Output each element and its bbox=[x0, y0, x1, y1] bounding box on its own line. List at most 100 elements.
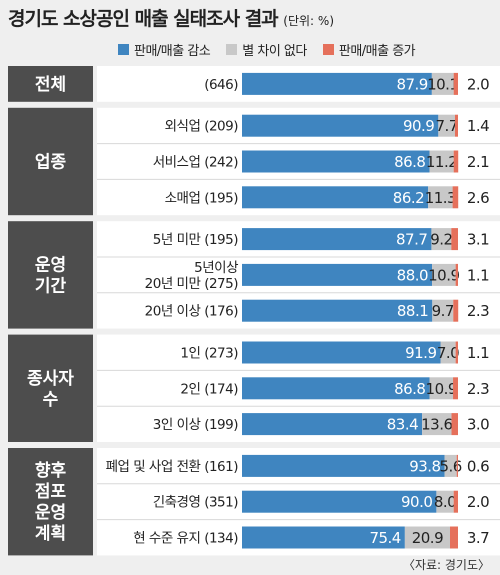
value-label-decrease: 87.7 bbox=[396, 231, 427, 249]
value-label-no-change: 9.2 bbox=[430, 231, 452, 249]
legend-swatch-increase bbox=[322, 44, 334, 55]
value-label-increase: 1.4 bbox=[467, 117, 489, 135]
row-label: 3인 이상 (199) bbox=[153, 417, 238, 433]
value-label-increase: 2.3 bbox=[467, 380, 489, 398]
value-label-decrease: 86.2 bbox=[393, 189, 424, 207]
value-label-no-change: 7.7 bbox=[435, 117, 457, 135]
value-label-no-change: 9.7 bbox=[432, 302, 454, 320]
group-panel-3 bbox=[8, 334, 93, 442]
unit-label: (단위: %) bbox=[283, 14, 335, 28]
value-label-decrease: 86.8 bbox=[394, 153, 425, 171]
value-label-increase: 2.0 bbox=[467, 75, 489, 93]
bar-increase bbox=[455, 341, 458, 364]
bar-increase bbox=[453, 72, 458, 95]
group-label: 점포 bbox=[35, 482, 67, 502]
value-label-decrease: 83.4 bbox=[387, 416, 418, 434]
value-label-increase: 2.0 bbox=[467, 493, 489, 511]
title-text: 경기도 소상공인 매출 실태조사 결과 bbox=[8, 8, 279, 30]
bar-decrease bbox=[242, 490, 437, 513]
source-note: 〈자료: 경기도〉 bbox=[402, 558, 490, 572]
bar-no-change bbox=[436, 490, 454, 513]
group-label: 향후 bbox=[35, 460, 67, 481]
value-label-no-change: 10.9 bbox=[426, 380, 457, 398]
legend-label-increase: 판매/매출 증가 bbox=[338, 44, 416, 59]
row-label: 2인 (174) bbox=[180, 381, 238, 397]
value-label-increase: 2.1 bbox=[467, 153, 489, 171]
value-label-decrease: 75.4 bbox=[369, 529, 400, 547]
value-label-no-change: 13.6 bbox=[421, 416, 452, 434]
bar-no-change bbox=[432, 263, 456, 286]
value-label-no-change: 5.6 bbox=[439, 457, 461, 475]
value-label-no-change: 10.1 bbox=[427, 75, 458, 93]
bar-decrease bbox=[242, 454, 445, 477]
group-label: 기간 bbox=[35, 276, 67, 296]
legend-label-no-change: 별 차이 없다 bbox=[242, 44, 307, 59]
bar-increase bbox=[455, 263, 458, 286]
value-label-decrease: 90.0 bbox=[401, 493, 432, 511]
bar-increase bbox=[451, 413, 458, 436]
value-label-no-change: 10.9 bbox=[428, 266, 459, 284]
bar-increase bbox=[453, 299, 459, 322]
row-label: 현 수준 유지 (134) bbox=[133, 531, 238, 547]
bar-decrease bbox=[242, 72, 432, 95]
value-label-decrease: 91.9 bbox=[405, 344, 436, 362]
value-label-no-change: 20.9 bbox=[412, 529, 443, 547]
legend: 판매/매출 감소 별 차이 없다 판매/매출 증가 bbox=[118, 40, 500, 59]
bar-no-change bbox=[431, 72, 454, 95]
legend-label-decrease: 판매/매출 감소 bbox=[134, 44, 211, 59]
value-label-decrease: 87.9 bbox=[396, 75, 427, 93]
group-label: 업종 bbox=[35, 153, 67, 173]
row-label: 서비스업 (242) bbox=[153, 155, 239, 171]
legend-swatch-no-change bbox=[226, 44, 238, 55]
bar-increase bbox=[452, 186, 459, 209]
bar-increase bbox=[456, 454, 458, 477]
legend-item-decrease: 판매/매출 감소 bbox=[118, 40, 211, 59]
bar-no-change bbox=[429, 377, 454, 400]
row-label: 소매업 (195) bbox=[165, 190, 239, 206]
legend-item-increase: 판매/매출 증가 bbox=[322, 40, 416, 59]
row-label: (646) bbox=[204, 77, 238, 93]
bar-no-change bbox=[432, 299, 454, 322]
value-label-no-change: 11.3 bbox=[425, 189, 456, 207]
bar-no-change bbox=[422, 413, 452, 436]
group-label: 운영 bbox=[35, 255, 66, 275]
group-label: 운영 bbox=[35, 503, 66, 523]
value-label-increase: 2.6 bbox=[467, 189, 489, 207]
value-label-increase: 1.1 bbox=[467, 344, 489, 362]
group-label: 전체 bbox=[35, 75, 66, 95]
group-label: 계획 bbox=[35, 524, 66, 544]
bar-increase bbox=[453, 377, 458, 400]
bar-decrease bbox=[242, 228, 432, 251]
bar-no-change bbox=[428, 186, 453, 209]
row-label: 20년 미만 (275) bbox=[145, 276, 239, 292]
bar-decrease bbox=[242, 413, 423, 436]
row-label: 20년 이상 (176) bbox=[145, 304, 239, 320]
bar-increase bbox=[450, 526, 458, 549]
group-label: 수 bbox=[43, 390, 59, 410]
bar-increase bbox=[451, 228, 458, 251]
value-label-decrease: 88.1 bbox=[397, 302, 428, 320]
row-label: 폐업 및 사업 전환 (161) bbox=[106, 459, 239, 475]
bar-no-change bbox=[444, 454, 457, 477]
bar-decrease bbox=[242, 377, 430, 400]
bar-decrease bbox=[242, 150, 430, 173]
bar-increase bbox=[453, 150, 459, 173]
value-label-decrease: 90.9 bbox=[403, 117, 434, 135]
bar-no-change bbox=[440, 341, 456, 364]
group-panel-0 bbox=[8, 66, 93, 102]
value-label-increase: 3.7 bbox=[467, 529, 489, 547]
value-label-increase: 2.3 bbox=[467, 302, 489, 320]
value-label-decrease: 86.8 bbox=[394, 380, 425, 398]
value-label-decrease: 88.0 bbox=[397, 266, 428, 284]
value-label-increase: 1.1 bbox=[467, 266, 489, 284]
bar-no-change bbox=[404, 526, 451, 549]
value-label-increase: 3.0 bbox=[467, 416, 489, 434]
group-panel-2 bbox=[8, 221, 93, 329]
row-label: 외식업 (209) bbox=[165, 119, 239, 135]
bar-decrease bbox=[242, 263, 433, 286]
bar-increase bbox=[454, 114, 458, 137]
bar-decrease bbox=[242, 341, 441, 364]
value-label-no-change: 7.0 bbox=[437, 344, 459, 362]
value-label-decrease: 93.8 bbox=[409, 457, 440, 475]
value-label-increase: 3.1 bbox=[467, 231, 489, 249]
